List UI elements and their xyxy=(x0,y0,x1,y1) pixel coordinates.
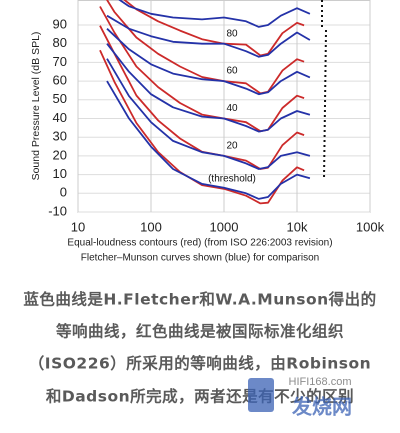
x-tick-label: 10 xyxy=(71,219,85,234)
x-axis-label: Fletcher–Munson curves shown (blue) for … xyxy=(81,253,319,264)
curve-label: 80 xyxy=(226,28,238,39)
y-tick-label: 10 xyxy=(53,166,67,181)
y-tick-label: 0 xyxy=(60,185,67,200)
watermark-brand: 发烧网 xyxy=(291,394,352,418)
curve xyxy=(106,43,311,133)
x-tick-label: 100k xyxy=(356,219,385,234)
y-tick-label: 30 xyxy=(53,129,67,144)
y-tick-label: 20 xyxy=(53,147,67,162)
article-line: 和Dadson所完成，两者还是有不少的区别 xyxy=(46,387,354,406)
curve xyxy=(99,49,305,205)
y-tick-label: 40 xyxy=(53,110,67,125)
y-axis-label: Sound Pressure Level (dB SPL) xyxy=(30,32,42,181)
x-axis-label: Equal-loudness contours (red) (from ISO … xyxy=(67,238,332,249)
article-line: 等响曲线，红色曲线是被国际标准化组织 xyxy=(55,322,344,341)
x-tick-label: 1000 xyxy=(210,219,239,234)
curve-label: (threshold) xyxy=(208,173,256,184)
watermark-logo xyxy=(248,378,274,412)
dotted-curve xyxy=(321,0,327,181)
curve xyxy=(118,0,311,28)
y-tick-label: 80 xyxy=(53,35,67,50)
curve xyxy=(106,28,311,96)
x-tick-label: 10k xyxy=(287,219,308,234)
curve-label: 20 xyxy=(226,141,238,152)
curve xyxy=(106,58,311,170)
y-tick-label: 50 xyxy=(53,91,67,106)
y-tick-label: -10 xyxy=(48,203,67,218)
y-tick-label: 60 xyxy=(53,73,67,88)
curve xyxy=(106,14,311,58)
watermark: HIFI168.com 发烧网 xyxy=(248,376,352,418)
curve-label: 40 xyxy=(226,103,238,114)
curve-label: 60 xyxy=(226,66,238,77)
y-tick-label: 90 xyxy=(53,16,67,31)
watermark-site: HIFI168.com xyxy=(289,376,352,388)
x-tick-label: 100 xyxy=(140,219,162,234)
curve xyxy=(106,80,311,200)
y-tick-label: 70 xyxy=(53,54,67,69)
article-line: （ISO226）所采用的等响曲线，由Robinson xyxy=(29,354,371,373)
curve xyxy=(123,0,305,57)
article-line: 蓝色曲线是H.Fletcher和W.A.Munson得出的 xyxy=(23,290,376,309)
